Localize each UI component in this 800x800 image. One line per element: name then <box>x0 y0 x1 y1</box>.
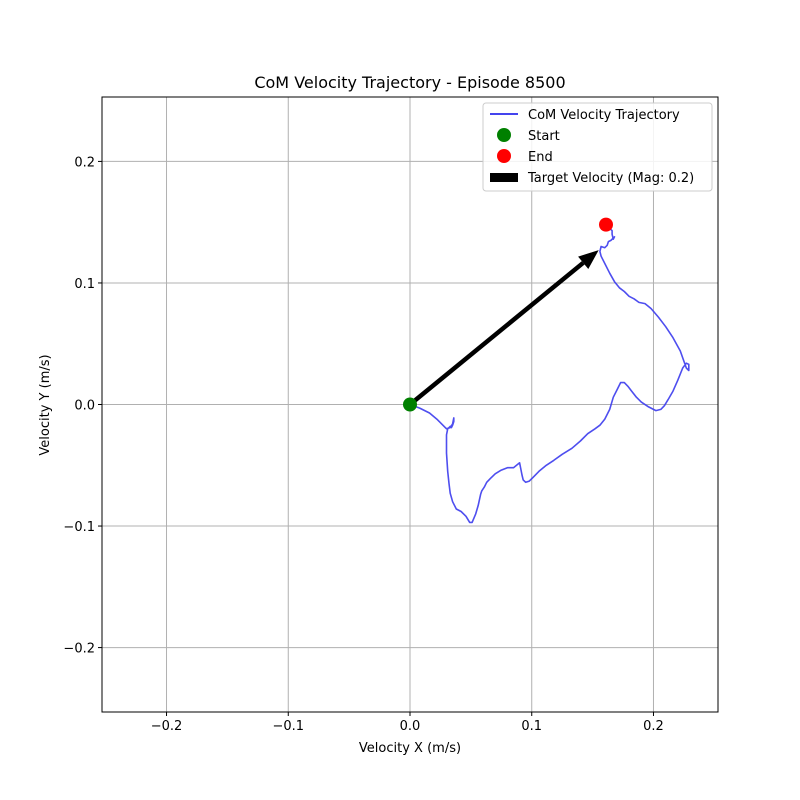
chart-title: CoM Velocity Trajectory - Episode 8500 <box>254 73 565 92</box>
target-velocity-arrow-head <box>578 250 599 269</box>
legend-end-marker <box>497 149 511 163</box>
legend-label: Target Velocity (Mag: 0.2) <box>527 171 694 186</box>
legend-start-marker <box>497 128 511 142</box>
x-tick-label: 0.0 <box>400 719 421 734</box>
y-axis-label: Velocity Y (m/s) <box>38 354 53 455</box>
y-tick-label: 0.1 <box>74 277 95 292</box>
legend-label: CoM Velocity Trajectory <box>528 108 680 123</box>
x-tick-label: −0.2 <box>151 719 183 734</box>
legend-label: End <box>528 150 553 165</box>
y-tick-label: 0.0 <box>74 399 95 414</box>
y-tick-label: −0.1 <box>63 520 95 535</box>
plot-data <box>403 217 690 524</box>
start-point <box>403 397 417 412</box>
target-velocity-arrow-shaft <box>408 261 585 407</box>
x-tick-label: 0.1 <box>521 719 542 734</box>
legend-box <box>482 102 713 192</box>
legend-arrow-handle <box>490 173 518 182</box>
legend-label: Start <box>528 129 560 144</box>
trajectory-line <box>409 225 690 524</box>
end-point <box>599 217 613 232</box>
x-tick-label: 0.2 <box>643 719 664 734</box>
x-axis-label: Velocity X (m/s) <box>359 741 461 756</box>
axis-ticks: −0.2 −0.1 0.0 0.1 0.2 −0.2 −0.1 0.0 0.1 0.2 <box>63 155 663 734</box>
x-tick-label: −0.1 <box>272 719 304 734</box>
legend: CoM Velocity Trajectory Start End Target Ve… <box>482 102 713 192</box>
y-tick-label: −0.2 <box>63 642 95 657</box>
y-tick-label: 0.2 <box>74 155 95 170</box>
